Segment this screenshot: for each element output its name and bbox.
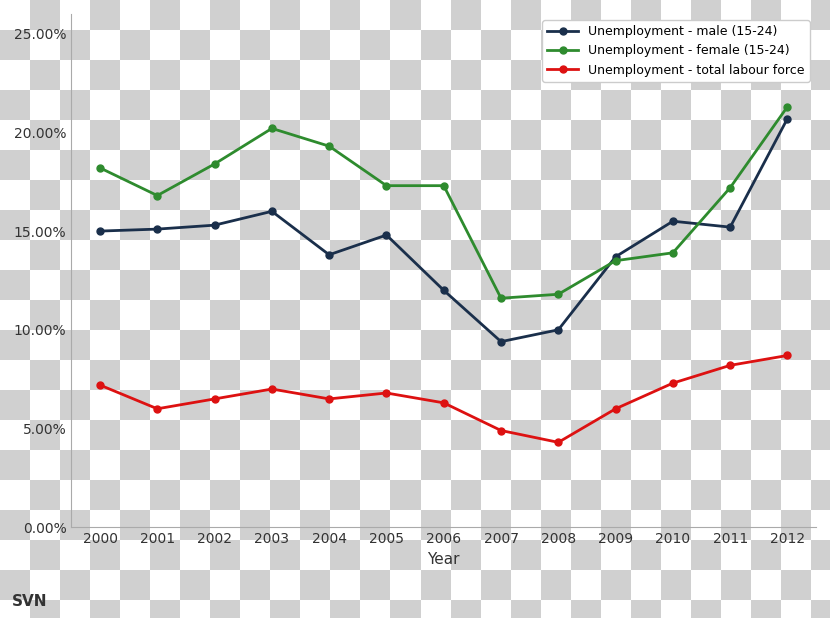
Text: SVN: SVN [12, 594, 47, 609]
X-axis label: Year: Year [427, 552, 460, 567]
Legend: Unemployment - male (15-24), Unemployment - female (15-24), Unemployment - total: Unemployment - male (15-24), Unemploymen… [542, 20, 810, 82]
